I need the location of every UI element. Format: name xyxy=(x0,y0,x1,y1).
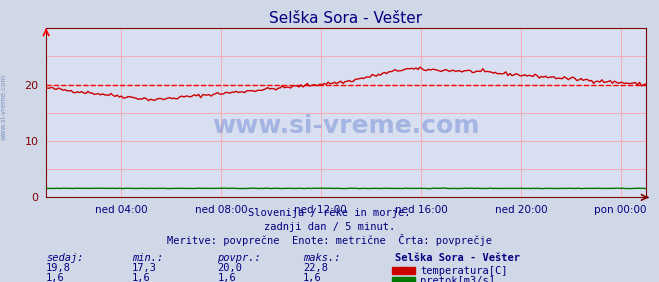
Text: min.:: min.: xyxy=(132,253,163,263)
Text: 19,8: 19,8 xyxy=(46,263,71,273)
Text: 20,0: 20,0 xyxy=(217,263,243,273)
Text: www.si-vreme.com: www.si-vreme.com xyxy=(212,114,480,138)
Text: Slovenija / reke in morje.: Slovenija / reke in morje. xyxy=(248,208,411,218)
Text: sedaj:: sedaj: xyxy=(46,253,84,263)
Text: 22,8: 22,8 xyxy=(303,263,328,273)
Text: 17,3: 17,3 xyxy=(132,263,157,273)
Text: maks.:: maks.: xyxy=(303,253,341,263)
Text: temperatura[C]: temperatura[C] xyxy=(420,266,508,276)
Text: povpr.:: povpr.: xyxy=(217,253,261,263)
Title: Selška Sora - Vešter: Selška Sora - Vešter xyxy=(270,11,422,26)
Text: 1,6: 1,6 xyxy=(217,273,236,282)
Text: Selška Sora - Vešter: Selška Sora - Vešter xyxy=(395,253,521,263)
Text: pretok[m3/s]: pretok[m3/s] xyxy=(420,276,496,282)
Text: 1,6: 1,6 xyxy=(303,273,322,282)
Text: zadnji dan / 5 minut.: zadnji dan / 5 minut. xyxy=(264,222,395,232)
Text: 1,6: 1,6 xyxy=(132,273,150,282)
Text: Meritve: povprečne  Enote: metrične  Črta: povprečje: Meritve: povprečne Enote: metrične Črta:… xyxy=(167,234,492,246)
Text: www.si-vreme.com: www.si-vreme.com xyxy=(0,74,7,140)
Text: 1,6: 1,6 xyxy=(46,273,65,282)
